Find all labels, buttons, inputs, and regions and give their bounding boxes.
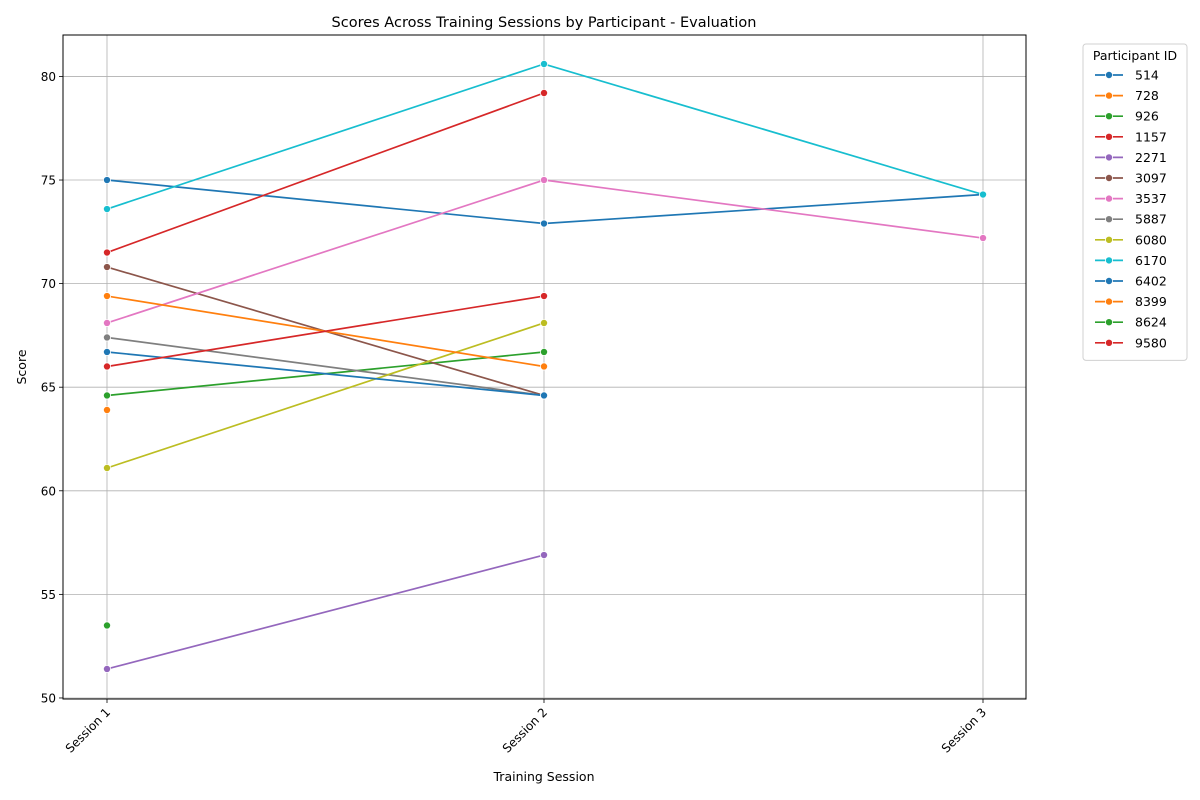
legend-label: 6170 [1135,253,1167,268]
data-point [979,234,988,243]
legend-swatch-marker [1105,235,1114,244]
series-line [106,92,545,254]
data-point [103,263,112,272]
legend-item: 514 [1095,68,1159,83]
legend-swatch-marker [1105,256,1114,265]
legend-item: 8399 [1095,294,1167,309]
legend-label: 5887 [1135,212,1167,227]
data-point [540,219,549,228]
legend-item: 728 [1095,88,1159,103]
legend-swatch-marker [1105,71,1114,80]
legend-swatch-marker [1105,338,1114,347]
legend-item: 3537 [1095,191,1167,206]
data-point [540,318,549,327]
y-tick-label: 80 [41,70,56,84]
x-axis-label: Training Session [493,769,595,784]
legend-label: 926 [1135,109,1159,124]
data-point [103,463,112,472]
legend-swatch-marker [1105,215,1114,224]
legend-item: 1157 [1095,129,1167,144]
series-728 [103,405,112,414]
legend-swatch-marker [1105,297,1114,306]
legend-label: 6402 [1135,274,1167,289]
legend-item: 5887 [1095,212,1167,227]
legend-label: 3537 [1135,191,1167,206]
data-point [103,176,112,185]
y-tick-label: 50 [41,691,56,705]
legend-item: 9580 [1095,335,1167,350]
data-point [103,318,112,327]
legend-swatch-marker [1105,318,1114,327]
data-point [103,664,112,673]
legend-item: 6170 [1095,253,1167,268]
series-line [106,554,545,670]
legend-label: 2271 [1135,150,1167,165]
legend-item: 6402 [1095,274,1167,289]
legend-label: 514 [1135,68,1159,83]
data-point [103,621,112,630]
series-line [106,322,545,469]
data-point [979,190,988,199]
series-6402 [103,347,549,400]
series-lines [103,60,988,673]
plot-frame [62,34,1027,700]
series-9580 [103,292,549,371]
series-line [106,295,545,368]
legend-label: 8399 [1135,294,1167,309]
data-point [540,391,549,400]
legend-item: 2271 [1095,150,1167,165]
data-point [540,551,549,560]
data-point [103,205,112,214]
legend-label: 1157 [1135,129,1167,144]
series-8624 [103,621,112,630]
legend-title: Participant ID [1093,48,1177,63]
legend-label: 6080 [1135,232,1167,247]
y-tick-label: 60 [41,484,56,498]
data-point [103,405,112,414]
data-point [103,362,112,371]
y-tick-label: 70 [41,277,56,291]
data-point [540,89,549,98]
legend-item: 6080 [1095,232,1167,247]
legend-label: 8624 [1135,315,1167,330]
data-point [540,292,549,301]
data-point [103,347,112,356]
legend-label: 9580 [1135,335,1167,350]
series-line [106,351,545,397]
series-1157 [103,89,549,257]
legend-swatch-marker [1105,173,1114,182]
y-tick-label: 75 [41,174,56,188]
data-point [540,347,549,356]
data-point [103,391,112,400]
y-tick-label: 65 [41,381,56,395]
data-point [540,362,549,371]
legend-item: 926 [1095,109,1159,124]
data-point [540,176,549,185]
legend-swatch-marker [1105,153,1114,162]
data-point [103,292,112,301]
legend-swatch-marker [1105,132,1114,141]
legend-swatch-marker [1105,112,1114,121]
series-6170 [103,60,988,214]
legend-swatch-marker [1105,276,1114,285]
legend-swatch-marker [1105,91,1114,100]
legend-label: 3097 [1135,171,1167,186]
data-point [540,60,549,69]
chart-title: Scores Across Training Sessions by Parti… [332,15,757,31]
legend-swatch-marker [1105,194,1114,203]
legend: Participant ID 514 728 926 1157 2271 3097 3537 5… [1082,43,1188,361]
series-line [106,336,545,397]
series-2271 [103,551,549,673]
y-axis-label: Score [14,349,29,384]
legend-item: 8624 [1095,315,1167,330]
data-point [103,248,112,257]
series-6080 [103,318,549,472]
legend-label: 728 [1135,88,1159,103]
data-point [103,333,112,342]
series-3537 [103,176,988,327]
legend-item: 3097 [1095,171,1167,186]
y-tick-label: 55 [41,588,56,602]
